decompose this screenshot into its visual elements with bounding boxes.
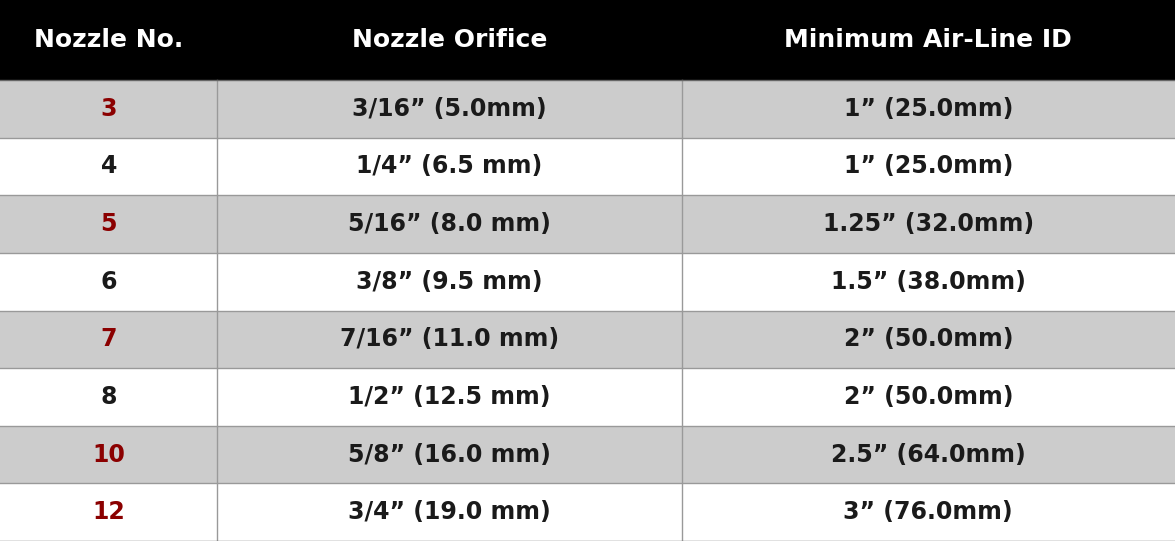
- Bar: [217, 368, 682, 426]
- Text: 4: 4: [101, 155, 116, 179]
- Bar: [217, 137, 682, 195]
- Bar: [682, 311, 1175, 368]
- Text: 1” (25.0mm): 1” (25.0mm): [844, 97, 1013, 121]
- Bar: [0, 484, 217, 541]
- Bar: [0, 311, 217, 368]
- Text: 3/8” (9.5 mm): 3/8” (9.5 mm): [356, 270, 543, 294]
- Text: 5: 5: [100, 212, 118, 236]
- Text: 7/16” (11.0 mm): 7/16” (11.0 mm): [340, 327, 559, 351]
- Text: 1/4” (6.5 mm): 1/4” (6.5 mm): [356, 155, 543, 179]
- Bar: [217, 80, 682, 138]
- Bar: [0, 137, 217, 195]
- Bar: [682, 253, 1175, 311]
- Bar: [217, 311, 682, 368]
- Text: 12: 12: [93, 500, 125, 524]
- Bar: [217, 195, 682, 253]
- Bar: [682, 195, 1175, 253]
- Bar: [682, 137, 1175, 195]
- Text: 3: 3: [100, 97, 118, 121]
- Bar: [682, 0, 1175, 80]
- Text: Minimum Air-Line ID: Minimum Air-Line ID: [785, 28, 1072, 52]
- Text: 1” (25.0mm): 1” (25.0mm): [844, 155, 1013, 179]
- Text: Nozzle No.: Nozzle No.: [34, 28, 183, 52]
- Text: 5/8” (16.0 mm): 5/8” (16.0 mm): [348, 443, 551, 466]
- Text: 3/16” (5.0mm): 3/16” (5.0mm): [352, 97, 546, 121]
- Text: 1/2” (12.5 mm): 1/2” (12.5 mm): [348, 385, 551, 409]
- Bar: [217, 484, 682, 541]
- Text: 2” (50.0mm): 2” (50.0mm): [844, 385, 1013, 409]
- Text: 10: 10: [93, 443, 125, 466]
- Bar: [217, 426, 682, 484]
- Bar: [0, 253, 217, 311]
- Bar: [682, 426, 1175, 484]
- Bar: [682, 80, 1175, 138]
- Bar: [0, 195, 217, 253]
- Bar: [217, 0, 682, 80]
- Text: 6: 6: [100, 270, 118, 294]
- Text: 7: 7: [100, 327, 118, 351]
- Text: 1.5” (38.0mm): 1.5” (38.0mm): [831, 270, 1026, 294]
- Bar: [682, 368, 1175, 426]
- Bar: [0, 426, 217, 484]
- Bar: [217, 253, 682, 311]
- Text: 5/16” (8.0 mm): 5/16” (8.0 mm): [348, 212, 551, 236]
- Bar: [682, 484, 1175, 541]
- Bar: [0, 80, 217, 138]
- Text: 2.5” (64.0mm): 2.5” (64.0mm): [831, 443, 1026, 466]
- Text: 3/4” (19.0 mm): 3/4” (19.0 mm): [348, 500, 551, 524]
- Text: 3” (76.0mm): 3” (76.0mm): [844, 500, 1013, 524]
- Text: Nozzle Orifice: Nozzle Orifice: [351, 28, 548, 52]
- Bar: [0, 368, 217, 426]
- Text: 2” (50.0mm): 2” (50.0mm): [844, 327, 1013, 351]
- Text: 1.25” (32.0mm): 1.25” (32.0mm): [822, 212, 1034, 236]
- Bar: [0, 0, 217, 80]
- Text: 8: 8: [100, 385, 118, 409]
